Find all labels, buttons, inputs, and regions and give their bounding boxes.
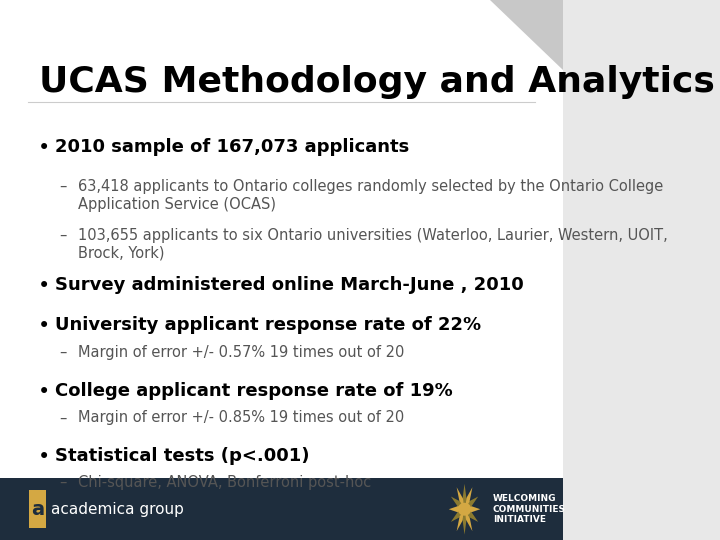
Text: –: –	[59, 475, 66, 490]
Circle shape	[458, 503, 472, 516]
Text: INITIATIVE: INITIATIVE	[492, 515, 546, 524]
Text: •: •	[38, 382, 50, 402]
Text: 103,655 applicants to six Ontario universities (Waterloo, Laurier, Western, UOIT: 103,655 applicants to six Ontario univer…	[78, 228, 667, 260]
Text: 63,418 applicants to Ontario colleges randomly selected by the Ontario College
A: 63,418 applicants to Ontario colleges ra…	[78, 179, 663, 212]
Polygon shape	[464, 506, 480, 512]
Text: academica group: academica group	[50, 502, 184, 517]
Polygon shape	[464, 487, 472, 509]
Polygon shape	[451, 509, 464, 522]
Text: UCAS Methodology and Analytics: UCAS Methodology and Analytics	[40, 65, 715, 99]
Text: Margin of error +/- 0.57% 19 times out of 20: Margin of error +/- 0.57% 19 times out o…	[78, 345, 404, 360]
Text: •: •	[38, 138, 50, 158]
Polygon shape	[456, 509, 464, 531]
FancyBboxPatch shape	[0, 0, 563, 478]
Polygon shape	[451, 497, 464, 509]
Polygon shape	[456, 487, 464, 509]
Polygon shape	[462, 509, 467, 535]
Text: Margin of error +/- 0.85% 19 times out of 20: Margin of error +/- 0.85% 19 times out o…	[78, 410, 404, 426]
Polygon shape	[464, 509, 472, 531]
Text: University applicant response rate of 22%: University applicant response rate of 22…	[55, 316, 481, 334]
FancyBboxPatch shape	[30, 490, 46, 528]
Text: –: –	[59, 179, 66, 194]
Text: •: •	[38, 316, 50, 336]
Text: Statistical tests (p<.001): Statistical tests (p<.001)	[55, 447, 310, 465]
Polygon shape	[464, 509, 478, 522]
Text: –: –	[59, 345, 66, 360]
Text: •: •	[38, 447, 50, 467]
Polygon shape	[490, 0, 563, 70]
Text: Survey administered online March-June , 2010: Survey administered online March-June , …	[55, 276, 524, 294]
Polygon shape	[462, 484, 467, 509]
Text: •: •	[38, 276, 50, 296]
Text: 2010 sample of 167,073 applicants: 2010 sample of 167,073 applicants	[55, 138, 410, 156]
Text: COMMUNITIES: COMMUNITIES	[492, 505, 566, 514]
Polygon shape	[464, 497, 478, 509]
Text: –: –	[59, 228, 66, 243]
Text: College applicant response rate of 19%: College applicant response rate of 19%	[55, 382, 453, 400]
Text: WELCOMING: WELCOMING	[492, 495, 556, 503]
Polygon shape	[449, 506, 464, 512]
Text: –: –	[59, 410, 66, 426]
FancyBboxPatch shape	[0, 478, 563, 540]
Text: Chi-square, ANOVA, Bonferroni post-hoc: Chi-square, ANOVA, Bonferroni post-hoc	[78, 475, 371, 490]
Text: a: a	[31, 500, 45, 519]
